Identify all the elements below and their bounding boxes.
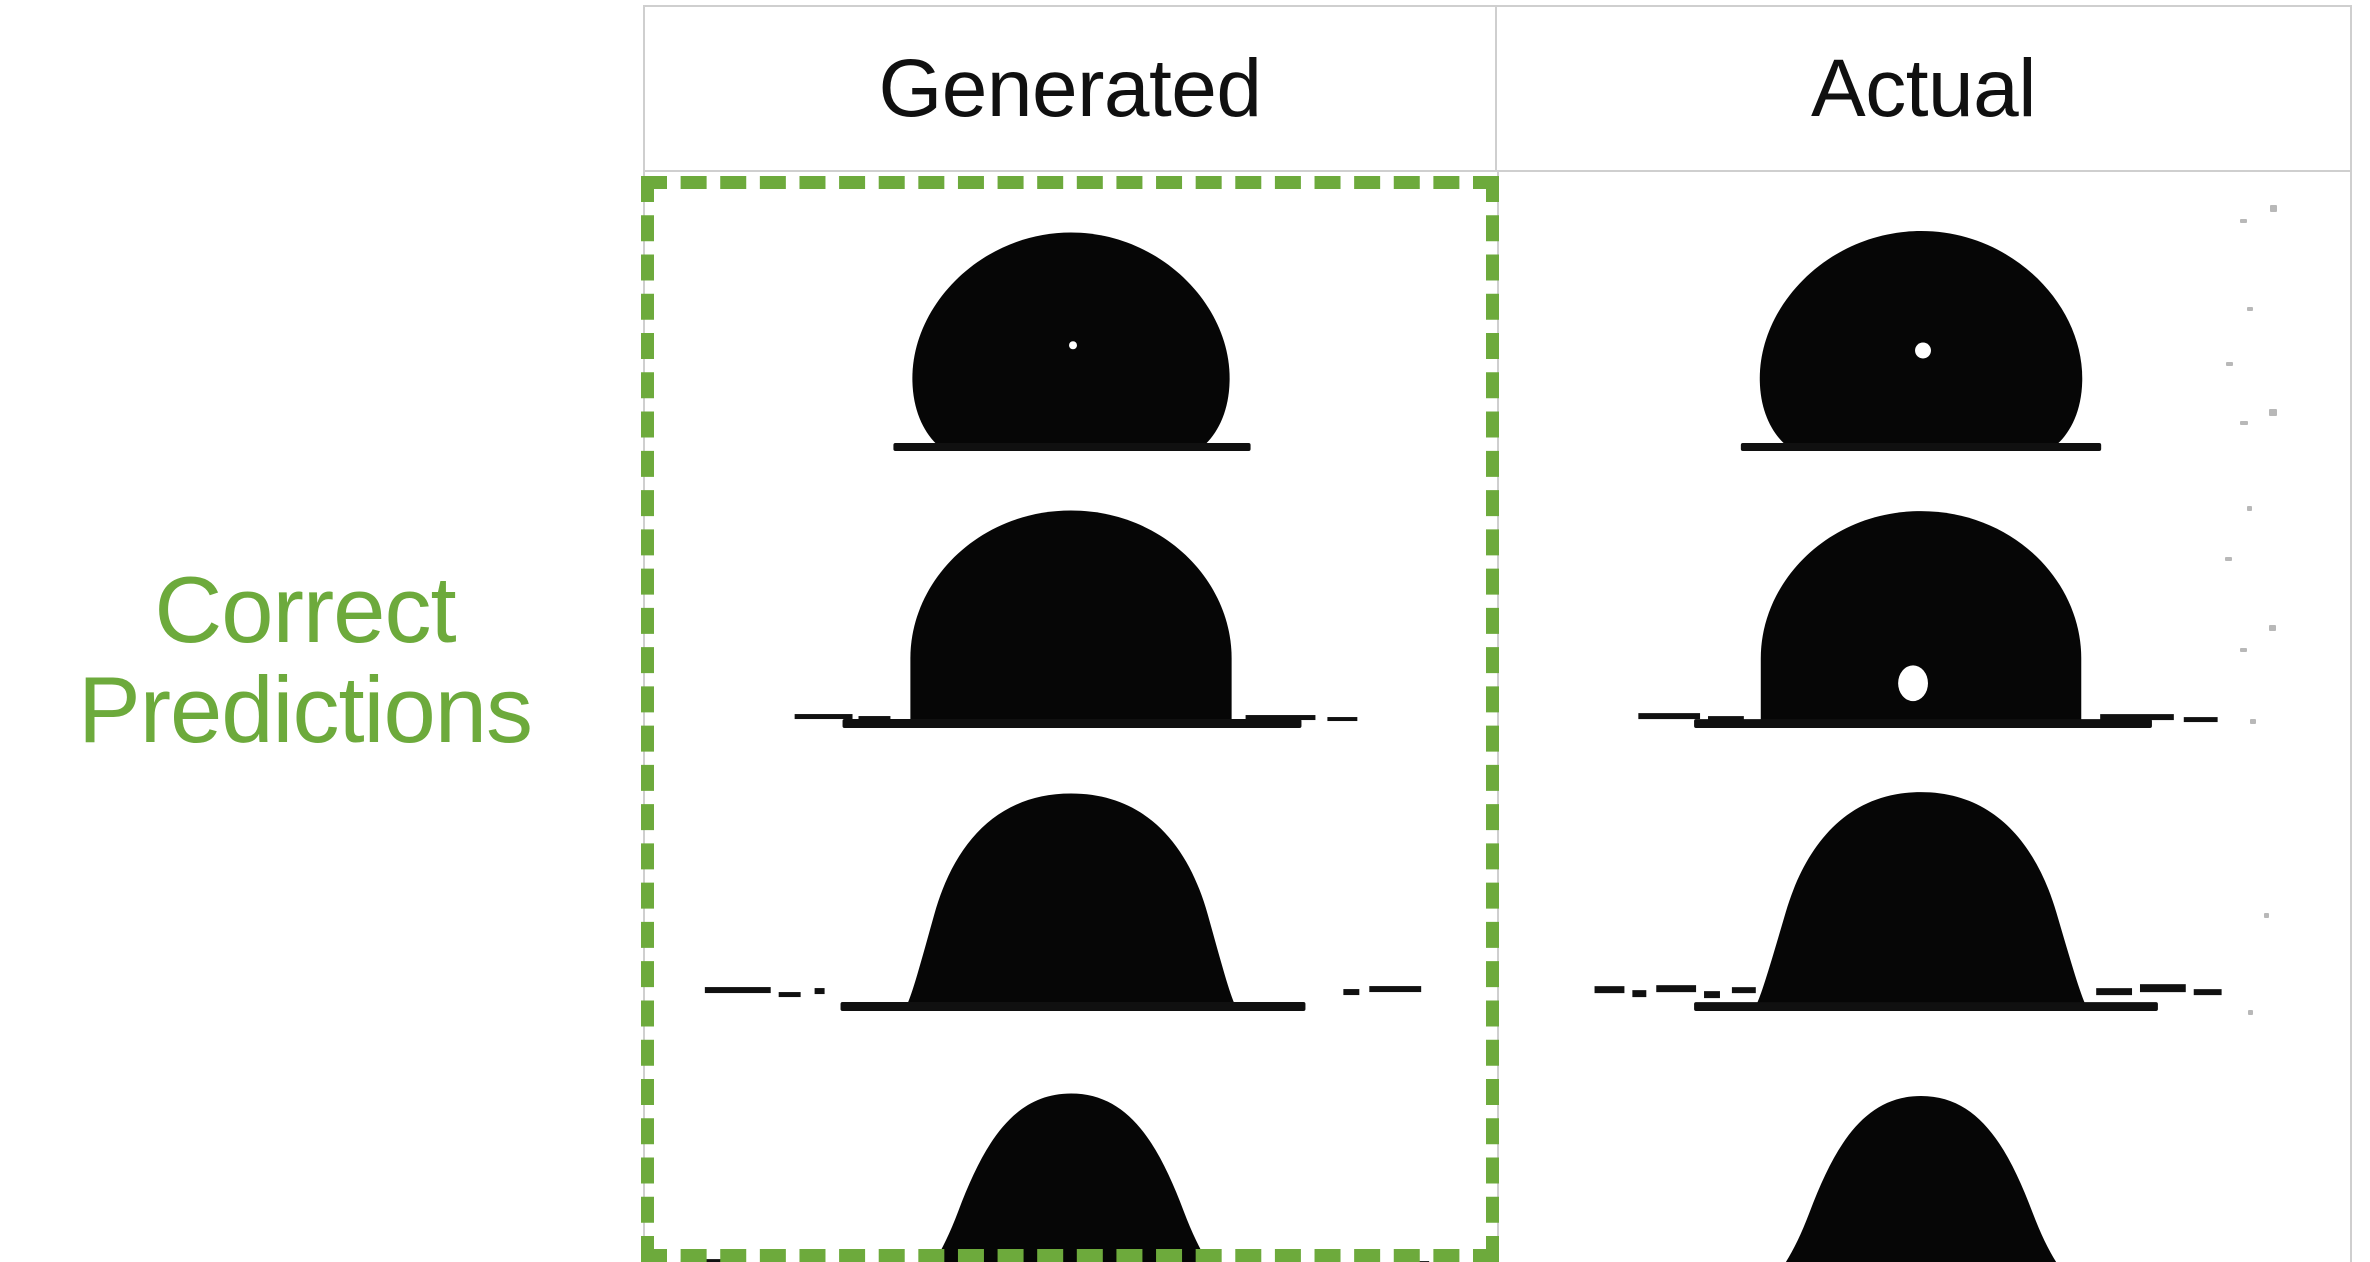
table-body-row [643,172,2352,1262]
speck [2264,913,2269,918]
droplet-stack-generated [645,172,1497,1262]
droplet-generated-1 [645,172,1497,455]
speck [2270,205,2277,212]
column-header-generated-label: Generated [878,42,1263,134]
speck [2226,362,2233,366]
speck [2269,409,2277,416]
droplet-generated-2 [645,455,1497,738]
droplet-spatter [1638,713,2218,723]
row-label-correct-predictions: Correct Predictions [0,560,610,759]
speck [2269,625,2276,631]
row-label-line-1: Correct [154,557,456,662]
droplet-actual-1 [1499,172,2350,455]
speck [2240,421,2248,425]
column-header-generated: Generated [643,5,1497,172]
cell-generated [643,172,1497,1262]
speck [2247,307,2253,311]
droplet-highlight-dot [1915,342,1931,359]
row-label-line-2: Predictions [78,656,533,762]
droplet-spatter [1594,984,2222,999]
column-header-actual-label: Actual [1811,42,2036,134]
speck [2247,506,2252,511]
droplet-actual-4 [1499,1021,2350,1262]
droplet-generated-4 [645,1021,1497,1262]
table-header-row: Generated Actual [643,5,2352,172]
droplet-generated-3 [645,738,1497,1021]
droplet-spatter [704,986,1422,998]
speck [2250,719,2256,724]
speck [2240,648,2247,652]
speck [2248,1010,2253,1015]
droplet-baseline [893,443,1251,452]
droplet-spatter [794,714,1358,722]
droplet-actual-2 [1499,455,2350,738]
column-header-actual: Actual [1497,5,2352,172]
droplet-baseline [840,1002,1306,1012]
speck [2240,219,2247,223]
droplet-stack-actual [1499,172,2350,1262]
droplet-highlight-dot [1898,665,1928,702]
cell-actual [1497,172,2352,1262]
droplet-actual-3 [1499,738,2350,1021]
droplet-baseline [1740,443,2102,452]
droplet-baseline [842,719,1302,729]
droplet-highlight-dot [1069,341,1077,350]
speck [2225,557,2232,561]
droplet-baseline [1694,1002,2158,1012]
comparison-table: Generated Actual [643,5,2352,1262]
droplet-baseline [1694,719,2152,729]
